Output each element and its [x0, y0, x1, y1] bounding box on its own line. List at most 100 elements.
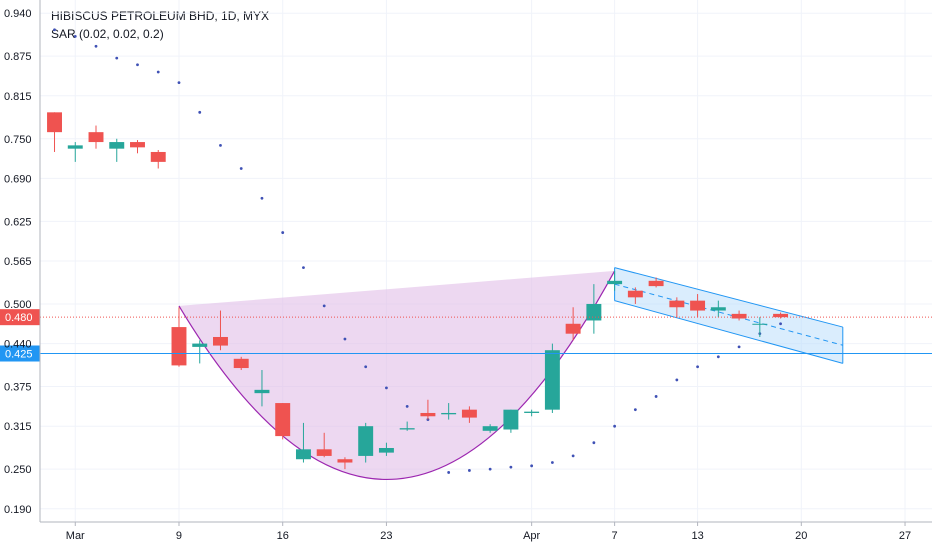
- channel-fill: [614, 267, 843, 364]
- candle-body: [648, 280, 664, 287]
- candle-body: [109, 142, 125, 149]
- x-tick-label: 27: [899, 530, 911, 542]
- candle-body: [171, 327, 187, 366]
- candle: [88, 125, 104, 149]
- price-axis[interactable]: 0.940 0.875 0.815 0.750 0.690 0.625 0.565 0.500…: [4, 0, 41, 522]
- candle: [482, 424, 498, 433]
- candle: [648, 277, 664, 288]
- candle: [607, 270, 623, 291]
- candle-body: [399, 428, 415, 430]
- sar-dot: [592, 441, 596, 445]
- symbol-title[interactable]: HIBISCUS PETROLEUM BHD, 1D, MYX: [51, 9, 270, 23]
- candle: [586, 284, 602, 334]
- x-tick-label: 16: [277, 530, 289, 542]
- candle-body: [586, 303, 602, 321]
- sar-dot: [696, 365, 699, 369]
- sar-dot: [488, 467, 492, 471]
- candle-body: [358, 426, 374, 456]
- sar-dot: [260, 196, 264, 200]
- candle-body: [773, 313, 789, 318]
- y-tick-label: 0.375: [4, 382, 32, 394]
- candle: [524, 409, 540, 417]
- candle: [627, 287, 643, 304]
- sar-indicator-label[interactable]: SAR (0.02, 0.02, 0.2): [51, 27, 164, 41]
- sar-dot: [385, 386, 388, 390]
- sar-dots: [53, 28, 782, 474]
- candle-body: [295, 449, 311, 460]
- candle-body: [524, 411, 540, 413]
- sar-dot: [53, 28, 56, 32]
- candle-body: [47, 112, 62, 133]
- candle: [565, 307, 581, 341]
- candle-body: [275, 403, 291, 437]
- candle-body: [88, 132, 104, 143]
- candle-body: [337, 459, 353, 463]
- candle-body: [378, 447, 394, 453]
- sar-dot: [198, 110, 202, 114]
- sar-dot: [94, 44, 98, 48]
- candle: [731, 310, 747, 321]
- candle-body: [731, 313, 747, 319]
- candle-body: [627, 290, 643, 298]
- candle-body: [503, 409, 519, 430]
- candle: [295, 422, 311, 463]
- sar-dot: [550, 461, 554, 464]
- price-lines: 0.480 0.425: [0, 309, 932, 362]
- y-tick-label: 0.940: [4, 8, 32, 20]
- candle-body: [420, 412, 436, 417]
- sar-dot: [239, 167, 243, 170]
- sar-dot: [633, 408, 637, 412]
- candle-body: [254, 389, 270, 394]
- candle-body: [461, 409, 477, 418]
- candle: [47, 112, 62, 152]
- sar-dot: [136, 63, 139, 67]
- sar-dot: [468, 469, 471, 472]
- candle: [752, 317, 768, 337]
- sar-dot: [447, 471, 451, 474]
- sar-dot: [343, 337, 347, 341]
- candle-body: [150, 151, 166, 162]
- sar-dot: [177, 81, 181, 84]
- time-axis[interactable]: Mar 9 16 23 Apr 7 13 20 27: [40, 521, 932, 542]
- candle-body: [669, 300, 685, 308]
- candle-body: [441, 412, 457, 415]
- x-tick-label: 23: [380, 530, 392, 542]
- sar-dot: [737, 345, 741, 349]
- candle: [461, 406, 477, 423]
- sar-dot: [530, 464, 534, 468]
- candle-body: [565, 323, 581, 334]
- candles: [47, 112, 789, 470]
- candle-body: [607, 280, 623, 285]
- sar-dot: [613, 424, 617, 428]
- candle-body: [233, 358, 249, 369]
- candle: [192, 340, 208, 364]
- descending-channel[interactable]: [614, 267, 844, 364]
- sar-dot: [405, 404, 409, 408]
- x-tick-label: 7: [612, 530, 618, 542]
- candle-body: [752, 323, 768, 325]
- y-tick-label: 0.190: [4, 504, 32, 516]
- sar-dot: [73, 34, 77, 38]
- candle: [690, 294, 706, 318]
- candle: [275, 403, 291, 440]
- sar-dot: [115, 56, 119, 60]
- candle: [358, 422, 374, 463]
- candle: [399, 421, 415, 431]
- price-label: 0.425: [5, 349, 33, 361]
- sar-dot: [779, 322, 782, 326]
- channel-mid-line: [614, 283, 843, 346]
- candle-body: [482, 426, 498, 431]
- channel-top-line: [614, 267, 843, 328]
- candle: [378, 442, 394, 456]
- sar-dot: [156, 70, 160, 74]
- candle: [130, 140, 145, 154]
- y-tick-label: 0.815: [4, 91, 32, 103]
- sar-dot: [654, 395, 658, 398]
- y-tick-label: 0.875: [4, 51, 32, 63]
- candle-body: [544, 350, 560, 410]
- sar-dot: [675, 378, 679, 382]
- candle: [441, 403, 457, 420]
- sar-dot: [219, 143, 222, 147]
- candle: [67, 142, 83, 162]
